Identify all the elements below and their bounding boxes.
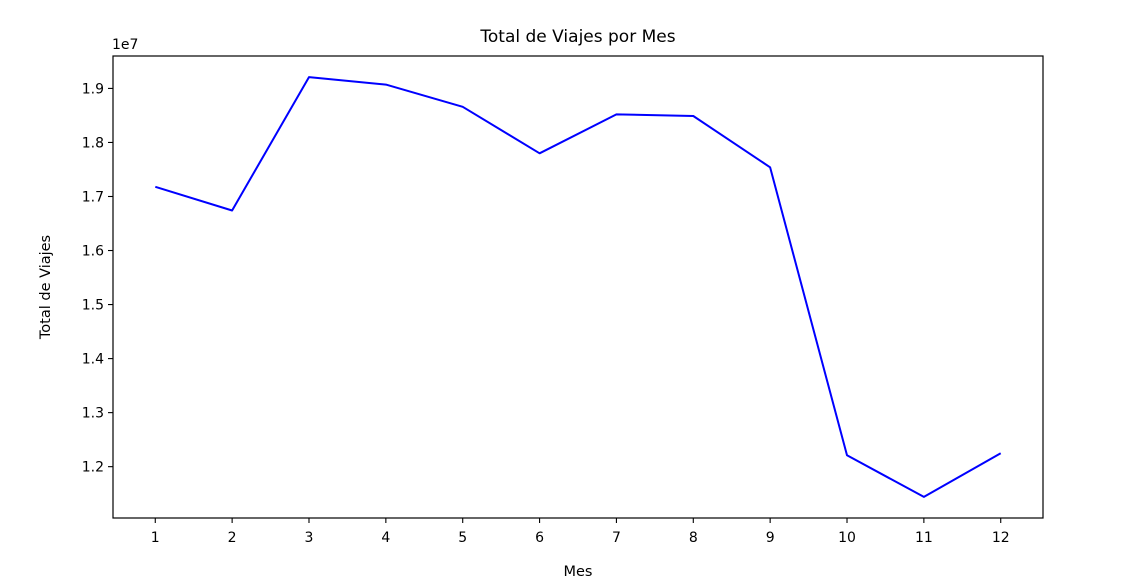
x-tick-label: 3 (305, 530, 314, 546)
series-layer (155, 76, 1002, 498)
y-tick-label: 1.6 (82, 244, 104, 260)
x-tick-label: 6 (535, 530, 544, 546)
y-axis-label: Total de Viajes (38, 235, 54, 340)
x-tick-label: 12 (992, 530, 1010, 546)
x-tick-label: 10 (838, 530, 856, 546)
y-tick-label: 1.3 (82, 406, 104, 422)
y-tick-label: 1.8 (82, 135, 104, 151)
x-axis-ticks: 1 2 3 4 5 6 7 8 9 10 11 12 (151, 518, 1010, 546)
y-tick-label: 1.9 (82, 81, 104, 97)
chart-title: Total de Viajes por Mes (479, 27, 675, 47)
x-tick-label: 1 (151, 530, 160, 546)
y-axis-ticks: 1.2 1.3 1.4 1.5 1.6 1.7 1.8 1.9 (82, 81, 113, 476)
y-tick-label: 1.4 (82, 352, 104, 368)
y-axis-offset-label: 1e7 (112, 37, 138, 53)
x-tick-label: 5 (458, 530, 467, 546)
x-tick-label: 9 (766, 530, 775, 546)
x-tick-label: 7 (612, 530, 621, 546)
plot-area-frame (112, 55, 1044, 519)
x-axis-label: Mes (564, 564, 593, 580)
x-tick-label: 8 (689, 530, 698, 546)
y-tick-label: 1.7 (82, 189, 104, 205)
x-tick-label: 11 (915, 530, 933, 546)
x-tick-label: 4 (381, 530, 390, 546)
y-tick-label: 1.5 (82, 298, 104, 314)
y-tick-label: 1.2 (82, 460, 104, 476)
series-line (155, 76, 1002, 498)
x-tick-label: 2 (228, 530, 237, 546)
